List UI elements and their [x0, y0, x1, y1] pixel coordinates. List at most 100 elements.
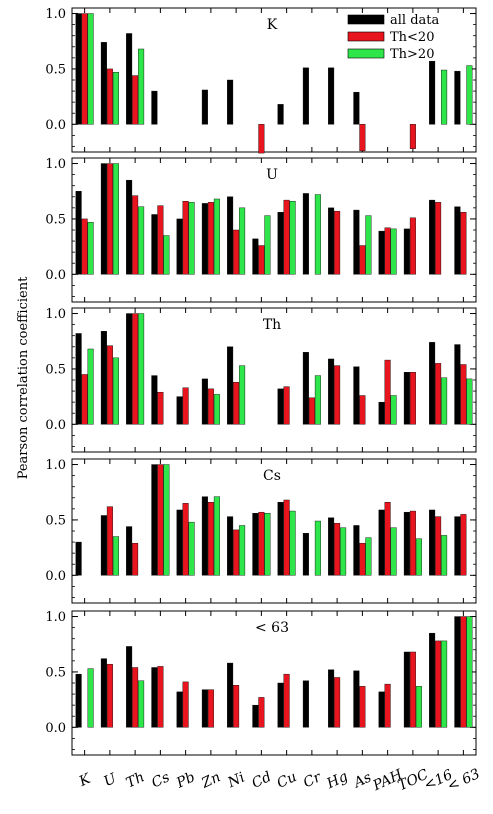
y-axis-label: Pearson correlation coefficient	[16, 276, 31, 479]
bar-all-data-63	[454, 516, 461, 576]
bar-th-20-u	[112, 163, 119, 275]
bar-th-20-cu	[283, 499, 290, 576]
bar-all-data-16	[429, 509, 436, 576]
bar-th-20-toc	[409, 124, 416, 149]
bar-th-20-ni	[233, 685, 240, 728]
bar-th-20-zn	[207, 689, 214, 728]
bar-all-data-63	[454, 616, 461, 728]
bar-all-data-th	[126, 313, 133, 425]
bar-all-data-u	[100, 515, 107, 576]
bar-th-20-16	[441, 69, 448, 125]
bar-th-20-th	[132, 667, 139, 728]
bar-th-20-k	[87, 668, 94, 728]
bar-th-20-u	[106, 345, 113, 425]
bar-all-data-u	[100, 163, 107, 275]
bar-th-20-pb	[182, 503, 189, 576]
bar-th-20-hg	[334, 677, 341, 728]
bar-th-20-cs	[157, 464, 164, 576]
bar-th-20-cr	[314, 194, 321, 275]
bar-th-20-u	[106, 163, 113, 275]
bar-all-data-63	[454, 206, 461, 275]
bar-th-20-pb	[182, 200, 189, 275]
bar-th-20-toc	[409, 217, 416, 275]
bar-all-data-zn	[201, 496, 208, 576]
y-tick-label: 0.0	[45, 418, 66, 433]
bar-th-20-k	[81, 13, 88, 125]
bar-th-20-hg	[334, 210, 341, 275]
bar-th-20-63	[466, 65, 473, 125]
bar-th-20-u	[106, 506, 113, 576]
x-category-label: U	[101, 770, 120, 790]
bar-all-data-pah	[378, 401, 385, 425]
bar-all-data-cu	[277, 212, 284, 275]
bar-th-20-as	[359, 395, 366, 425]
bar-all-data-16	[429, 342, 436, 425]
y-tick-label: 0.5	[45, 665, 66, 680]
bar-all-data-cd	[252, 238, 259, 275]
bar-th-20-63	[466, 378, 473, 425]
bar-th-20-cd	[264, 215, 271, 275]
y-tick-label: 0.0	[45, 268, 66, 283]
bar-all-data-cu	[277, 104, 284, 125]
bar-th-20-th	[132, 75, 139, 125]
bar-th-20-zn	[213, 198, 220, 275]
bar-all-data-th	[126, 646, 133, 728]
bar-all-data-cs	[151, 214, 158, 275]
bar-all-data-cr	[302, 680, 309, 728]
bar-th-20-cu	[289, 200, 296, 275]
bar-all-data-pah	[378, 230, 385, 275]
bar-th-20-cs	[163, 235, 170, 275]
bar-th-20-toc	[409, 510, 416, 576]
bar-all-data-toc	[403, 228, 410, 275]
bar-th-20-as	[359, 542, 366, 576]
bar-all-data-cr	[302, 533, 309, 576]
bar-th-20-th	[132, 542, 139, 576]
bar-th-20-k	[87, 348, 94, 425]
bar-all-data-pb	[176, 396, 183, 425]
bar-all-data-cd	[252, 704, 259, 728]
bar-all-data-toc	[403, 651, 410, 728]
panel-title: K	[267, 17, 278, 33]
bar-th-20-pah	[384, 683, 391, 728]
bar-th-20-16	[435, 516, 442, 576]
bar-all-data-ni	[227, 516, 234, 576]
panel-2: 0.0 0.5 1.0 U	[45, 157, 477, 303]
bar-th-20-ni	[233, 382, 240, 425]
bar-th-20-cs	[157, 205, 164, 275]
bar-all-data-as	[353, 91, 360, 125]
bar-th-20-pb	[188, 521, 195, 576]
bar-th-20-k	[81, 218, 88, 275]
bar-all-data-cr	[302, 193, 309, 275]
y-tick-label: 1.0	[45, 610, 66, 625]
bar-all-data-th	[126, 33, 133, 125]
x-category-label: Th	[124, 769, 147, 791]
bar-all-data-as	[353, 366, 360, 425]
y-tick-label: 0.5	[45, 362, 66, 377]
bar-all-data-pah	[378, 691, 385, 728]
bar-th-20-cd	[258, 697, 265, 728]
panel-4: 0.0 0.5 1.0 Cs	[45, 458, 477, 604]
bar-th-20-u	[112, 357, 119, 425]
bar-all-data-cr	[302, 67, 309, 125]
bar-all-data-cr	[302, 352, 309, 425]
bar-th-20-cu	[283, 199, 290, 275]
bar-all-data-zn	[201, 689, 208, 728]
bar-all-data-zn	[201, 203, 208, 275]
y-tick-label: 0.0	[45, 118, 66, 133]
panel-1: 0.0 0.5 1.0 K	[45, 7, 477, 154]
y-tick-label: 0.5	[45, 212, 66, 227]
x-category-label: Cd	[249, 769, 274, 792]
panel-title: Th	[263, 317, 281, 333]
bar-th-20-cs	[163, 464, 170, 576]
bar-th-20-16	[435, 363, 442, 425]
bar-all-data-as	[353, 209, 360, 275]
bar-th-20-16	[441, 535, 448, 576]
bar-th-20-16	[435, 202, 442, 275]
bar-all-data-th	[126, 526, 133, 576]
bar-all-data-cu	[277, 388, 284, 425]
bar-th-20-cr	[314, 520, 321, 576]
x-category-label: Cr	[301, 769, 325, 791]
y-tick-label: 1.0	[45, 157, 66, 172]
bar-all-data-zn	[201, 378, 208, 425]
